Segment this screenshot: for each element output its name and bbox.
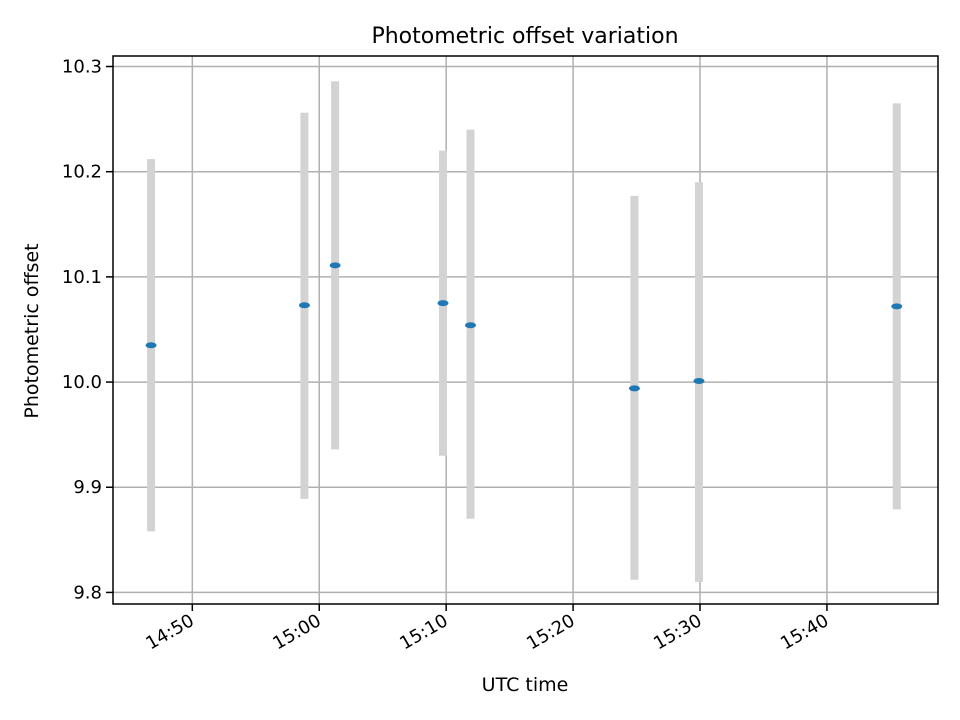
data-point	[465, 322, 476, 329]
y-axis-label: Photometric offset	[21, 243, 43, 418]
data-point	[693, 378, 705, 385]
data-point	[145, 342, 157, 349]
data-points	[145, 262, 903, 392]
y-tick-label: 10.3	[62, 57, 102, 78]
y-axis-ticks: 9.8 9.9 10.0 10.1 10.2 10.3	[62, 57, 113, 603]
x-axis-label: UTC time	[482, 674, 569, 696]
y-tick-label: 10.0	[62, 372, 102, 393]
data-point	[437, 300, 449, 307]
plot-frame	[112, 55, 939, 605]
data-point	[329, 262, 341, 269]
y-tick-label: 9.8	[73, 582, 102, 603]
data-point	[891, 303, 903, 310]
y-tick-label: 10.2	[62, 162, 102, 183]
y-tick-label: 9.9	[73, 477, 102, 498]
y-tick-label: 10.1	[62, 267, 102, 288]
data-point	[298, 302, 310, 309]
data-point	[628, 385, 640, 392]
chart-title: Photometric offset variation	[371, 24, 678, 49]
